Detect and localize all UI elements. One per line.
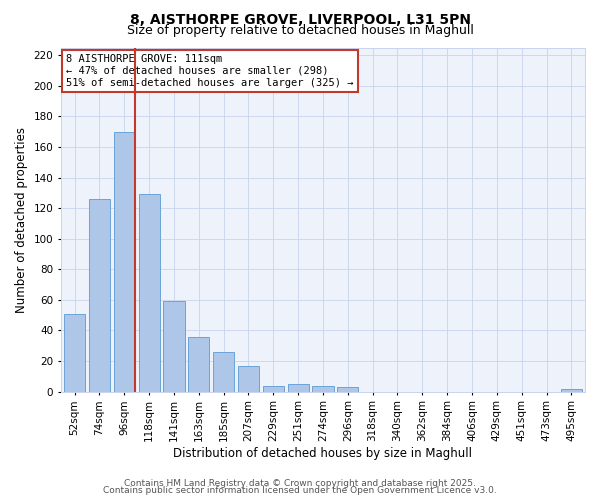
Bar — [139, 194, 160, 392]
Bar — [337, 387, 358, 392]
Text: Size of property relative to detached houses in Maghull: Size of property relative to detached ho… — [127, 24, 473, 37]
Bar — [213, 352, 234, 392]
Bar — [263, 386, 284, 392]
Text: 8 AISTHORPE GROVE: 111sqm
← 47% of detached houses are smaller (298)
51% of semi: 8 AISTHORPE GROVE: 111sqm ← 47% of detac… — [66, 54, 353, 88]
Bar — [188, 336, 209, 392]
Text: Contains HM Land Registry data © Crown copyright and database right 2025.: Contains HM Land Registry data © Crown c… — [124, 478, 476, 488]
X-axis label: Distribution of detached houses by size in Maghull: Distribution of detached houses by size … — [173, 447, 472, 460]
Text: Contains public sector information licensed under the Open Government Licence v3: Contains public sector information licen… — [103, 486, 497, 495]
Bar — [313, 386, 334, 392]
Text: 8, AISTHORPE GROVE, LIVERPOOL, L31 5PN: 8, AISTHORPE GROVE, LIVERPOOL, L31 5PN — [130, 12, 470, 26]
Bar — [114, 132, 135, 392]
Bar — [287, 384, 308, 392]
Bar — [561, 388, 582, 392]
Bar — [64, 314, 85, 392]
Y-axis label: Number of detached properties: Number of detached properties — [15, 126, 28, 312]
Bar — [89, 199, 110, 392]
Bar — [238, 366, 259, 392]
Bar — [163, 302, 185, 392]
